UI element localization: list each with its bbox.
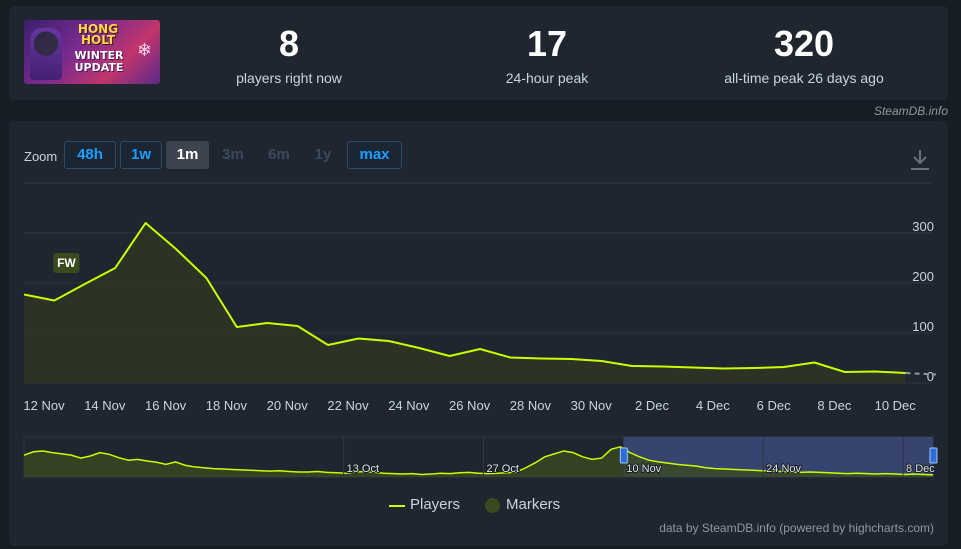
navigator-right-handle[interactable] (929, 447, 938, 464)
y-tick-label: 300 (912, 219, 934, 234)
y-tick-label: 100 (912, 319, 934, 334)
current-players-label: players right now (236, 70, 342, 86)
legend-markers-swatch (485, 498, 500, 513)
navigator-area (24, 446, 933, 477)
legend-players-swatch (389, 505, 405, 507)
players-area (24, 223, 906, 383)
stat-24h-peak: 17 24-hour peak (447, 23, 647, 87)
navigator-tick-label: 24 Nov (766, 463, 801, 475)
character-figure (30, 28, 62, 80)
x-tick-label: 10 Dec (875, 398, 917, 413)
steamdb-credit[interactable]: SteamDB.info (873, 104, 948, 118)
y-tick-label: 200 (912, 269, 934, 284)
y-tick-label: 0 (927, 369, 934, 384)
snowflake-icon: ❄ (136, 40, 152, 60)
x-tick-label: 6 Dec (757, 398, 791, 413)
navigator-tick-label: 27 Oct (486, 463, 518, 475)
x-tick-label: 12 Nov (23, 398, 65, 413)
game-thumbnail[interactable]: HONG HOLT WINTER UPDATE ❄ (24, 20, 160, 84)
peak-24h-value: 17 (526, 23, 568, 64)
x-tick-label: 22 Nov (327, 398, 369, 413)
zoom-max-button[interactable]: max (347, 141, 402, 169)
navigator-tick-label: 13 Oct (347, 463, 379, 475)
download-icon[interactable] (907, 147, 933, 173)
zoom-label: Zoom (24, 149, 58, 164)
x-tick-label: 26 Nov (449, 398, 491, 413)
thumbnail-subtitle: WINTER UPDATE (74, 49, 124, 74)
x-tick-label: 24 Nov (388, 398, 430, 413)
marker-label: FW (57, 256, 76, 270)
navigator-tick-label: 8 Dec (906, 463, 935, 475)
navigator-tick-label: 10 Nov (626, 463, 661, 475)
x-tick-label: 20 Nov (267, 398, 309, 413)
alltime-peak-label: all-time peak 26 days ago (724, 70, 884, 86)
navigator-left-handle[interactable] (619, 447, 628, 464)
x-tick-label: 30 Nov (571, 398, 613, 413)
x-tick-label: 2 Dec (635, 398, 669, 413)
x-tick-label: 16 Nov (145, 398, 187, 413)
x-tick-label: 4 Dec (696, 398, 730, 413)
highcharts-credit[interactable]: data by SteamDB.info (powered by highcha… (659, 521, 934, 535)
thumbnail-title: HONG HOLT (77, 22, 119, 47)
x-tick-label: 18 Nov (206, 398, 248, 413)
alltime-peak-value: 320 (773, 23, 835, 64)
players-line (23, 222, 906, 374)
zoom-6m-button: 6m (268, 146, 290, 163)
stats-bar: HONG HOLT WINTER UPDATE ❄ 8 players righ… (9, 6, 948, 100)
stat-alltime-peak: 320 all-time peak 26 days ago (704, 23, 904, 87)
stat-current-players: 8 players right now (189, 23, 389, 87)
x-tick-label: 28 Nov (510, 398, 552, 413)
navigator-line (23, 445, 934, 476)
x-tick-label: 14 Nov (84, 398, 126, 413)
marker-flag (53, 253, 80, 273)
zoom-1y-button: 1y (314, 146, 332, 163)
zoom-1w-button[interactable]: 1w (120, 141, 162, 169)
current-players-value: 8 (278, 23, 300, 64)
zoom-1m-button[interactable]: 1m (166, 141, 209, 169)
zoom-3m-button: 3m (222, 146, 244, 163)
zoom-48h-button[interactable]: 48h (64, 141, 116, 169)
legend-markers-label: Markers (506, 496, 561, 513)
legend-players-label: Players (410, 496, 461, 513)
x-tick-label: 8 Dec (817, 398, 851, 413)
peak-24h-label: 24-hour peak (505, 70, 589, 86)
